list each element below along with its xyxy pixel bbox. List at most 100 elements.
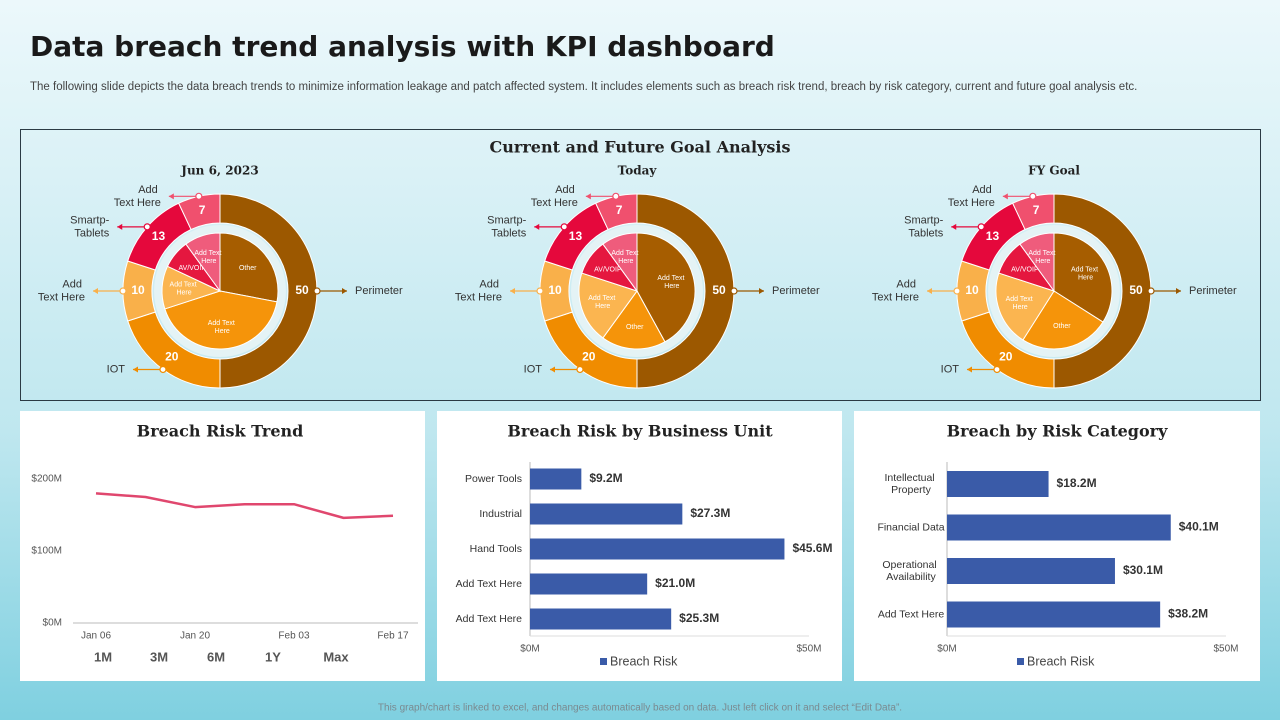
chart-title: Jun 6, 2023 — [180, 164, 258, 178]
y-tick-label: $0M — [43, 618, 62, 629]
goal-panel-title: Current and Future Goal Analysis — [490, 138, 791, 157]
value-label: 20 — [999, 350, 1013, 364]
range-button[interactable]: 1M — [94, 649, 112, 664]
category-label: Add Text Here — [872, 278, 919, 303]
pie-label: Add Text Here — [170, 282, 199, 297]
category-label: Add Text Here — [456, 578, 523, 590]
leader-dot — [313, 287, 321, 295]
leader-arrow — [1002, 193, 1008, 200]
leader-arrow — [1176, 288, 1181, 294]
leader-dot — [977, 223, 985, 231]
pie-label: Add Text Here — [611, 250, 640, 265]
leader-dot — [953, 287, 961, 295]
value-label: $38.2M — [1168, 607, 1208, 621]
pie-label: AV/VOIP — [1011, 267, 1039, 274]
goal-panel — [20, 129, 1261, 401]
chart-title: Today — [618, 164, 658, 178]
x-tick-label: Jan 06 — [81, 631, 111, 642]
value-label: 13 — [986, 229, 1000, 243]
pie-label: AV/VOIP — [594, 267, 622, 274]
leader-arrow — [549, 366, 555, 373]
value-label: 7 — [616, 203, 623, 217]
pie-label: Other — [626, 324, 644, 331]
y-tick-label: $200M — [31, 474, 62, 485]
value-label: 50 — [295, 283, 309, 297]
leader-dot — [560, 223, 568, 231]
leader-dot — [143, 223, 151, 231]
value-label: $21.0M — [655, 576, 695, 590]
category-label: Financial Data — [877, 521, 944, 533]
category-label: Intellectual Property — [884, 472, 937, 496]
pie-slice — [602, 290, 666, 350]
category-label: Add Text Here — [948, 184, 995, 209]
category-label: Add Text Here — [114, 184, 161, 209]
category-label: Smartp-Tablets — [487, 214, 527, 239]
value-label: $40.1M — [1179, 520, 1219, 534]
donut-segment — [219, 193, 318, 389]
range-button[interactable]: 3M — [150, 649, 168, 664]
leader-arrow — [534, 223, 540, 230]
bar — [530, 468, 582, 490]
pie-label: Add Text Here — [194, 250, 223, 265]
leader-arrow — [117, 223, 123, 230]
chart-title: Breach Risk Trend — [137, 422, 304, 441]
leader-dot — [993, 365, 1001, 374]
value-label: 7 — [199, 203, 206, 217]
value-label: $45.6M — [792, 541, 832, 555]
pie-slice — [219, 232, 279, 303]
value-label: $18.2M — [1057, 476, 1097, 490]
leader-dot — [536, 287, 544, 295]
leader-arrow — [951, 223, 957, 230]
pie-slice — [602, 232, 638, 293]
x-tick-label: $0M — [937, 644, 956, 655]
value-label: 13 — [569, 229, 583, 243]
pie-slice — [636, 232, 696, 343]
x-tick-label: Jan 20 — [180, 631, 210, 642]
description: The following slide depicts the data bre… — [30, 81, 1137, 93]
trend-line — [95, 492, 394, 520]
legend-swatch — [600, 658, 607, 665]
chart-title: Breach by Risk Category — [947, 422, 1169, 441]
leader-arrow — [966, 366, 972, 373]
category-label: IOT — [941, 363, 960, 375]
pie-slice — [1022, 290, 1104, 350]
donut-segment — [1053, 193, 1152, 389]
value-label: $30.1M — [1123, 563, 1163, 577]
pie-label: AV/VOIP — [179, 265, 207, 272]
bar — [947, 471, 1049, 497]
chart-title: FY Goal — [1028, 164, 1080, 178]
range-button[interactable]: 6M — [207, 649, 225, 664]
leader-dot — [1029, 192, 1037, 200]
leader-arrow — [510, 288, 515, 294]
donut-segment — [636, 193, 735, 389]
leader-dot — [119, 287, 127, 295]
bar — [530, 573, 648, 595]
category-label: Perimeter — [355, 285, 403, 297]
range-button[interactable]: 1Y — [265, 649, 281, 664]
chart-title: Breach Risk by Business Unit — [507, 422, 773, 441]
category-label: Industrial — [479, 508, 522, 520]
range-button[interactable]: Max — [323, 649, 349, 664]
donut-segment — [595, 193, 638, 231]
value-label: $9.2M — [589, 471, 622, 485]
leader-dot — [612, 192, 620, 200]
category-label: Add Text Here — [531, 184, 578, 209]
bar — [530, 503, 683, 525]
pie-label: Add Text Here — [1006, 296, 1035, 311]
category-label: Smartp-Tablets — [904, 214, 944, 239]
legend-swatch — [1017, 658, 1024, 665]
value-label: 7 — [1033, 203, 1040, 217]
leader-dot — [159, 365, 167, 374]
category-label: Add Text Here — [455, 278, 502, 303]
category-label: Operational Availability — [882, 559, 939, 583]
x-tick-label: Feb 17 — [377, 631, 409, 642]
value-label: $27.3M — [690, 506, 730, 520]
category-label: Smartp-Tablets — [70, 214, 110, 239]
panel — [20, 411, 425, 681]
category-label: IOT — [107, 363, 126, 375]
category-label: Add Text Here — [38, 278, 85, 303]
pie-label: Add Text Here — [1071, 267, 1100, 282]
leader-arrow — [93, 288, 98, 294]
category-label: Hand Tools — [470, 543, 522, 555]
